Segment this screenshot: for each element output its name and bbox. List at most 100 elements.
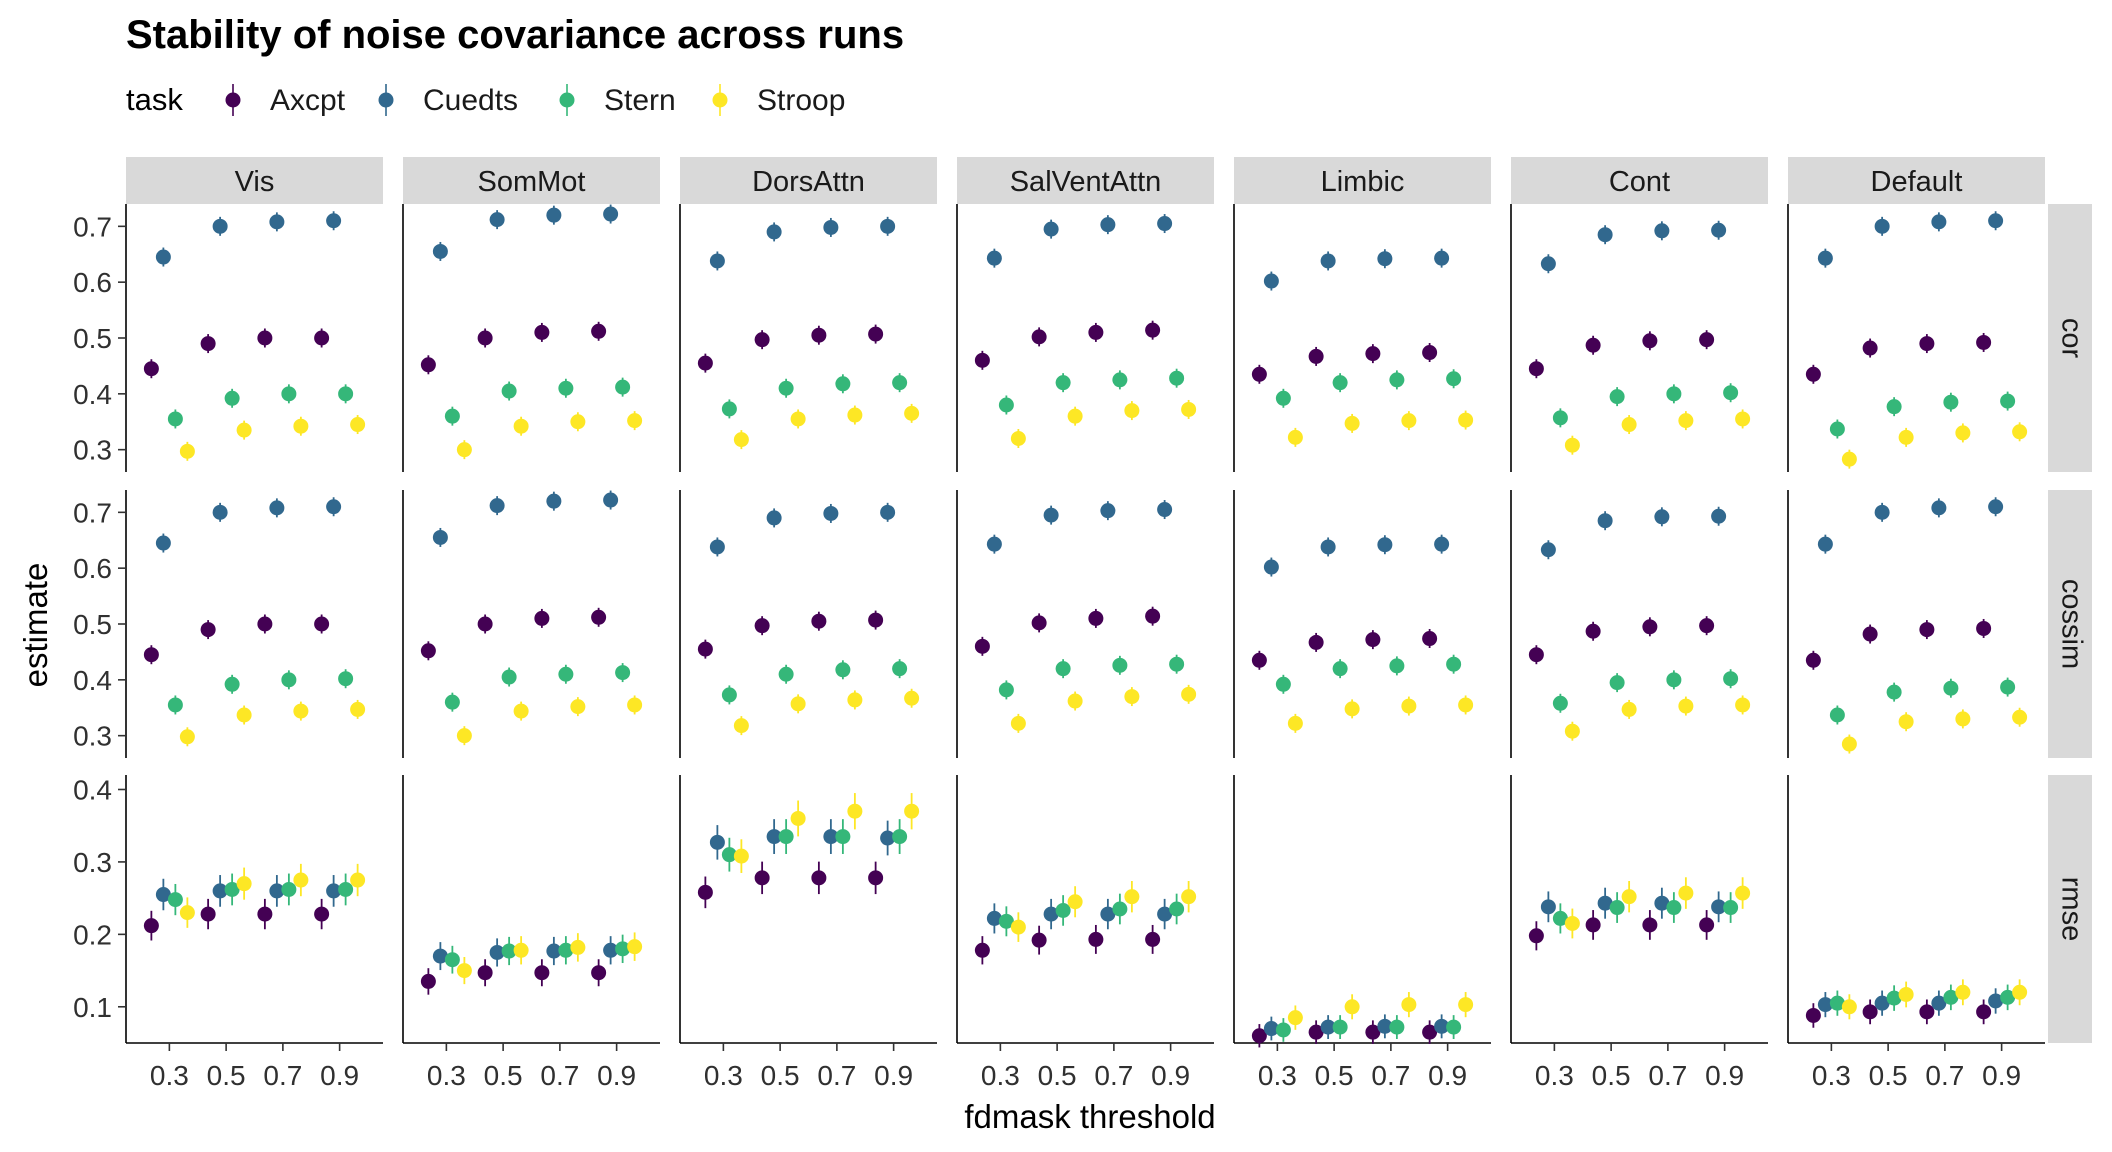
panel-cossim-limbic [1233,490,1474,758]
point-stern [1389,372,1405,388]
point-axcpt [257,616,273,632]
point-stroop [179,905,195,921]
strip-label: cor [2055,318,2087,359]
point-stern [501,669,517,685]
point-axcpt [1422,631,1438,647]
point-stroop [236,422,252,438]
point-cuedts [1100,503,1116,519]
point-cuedts [986,536,1002,552]
point-cuedts [766,224,782,240]
point-cuedts [155,535,171,551]
facet-strip-vis: Vis [126,157,383,204]
point-stroop [1564,437,1580,453]
point-stern [224,881,240,897]
point-axcpt [1585,917,1601,933]
panel-rmse-default: 0.3 0.5 0.7 0.9 [1787,775,2045,1091]
point-stroop [1955,711,1971,727]
point-axcpt [1251,1028,1267,1044]
point-axcpt [1699,332,1715,348]
facet-strip-salventattn: SalVentAttn [957,157,1214,204]
point-axcpt [1422,1024,1438,1040]
x-tick-label: 0.5 [1315,1060,1354,1091]
point-axcpt [754,870,770,886]
y-tick-label: 0.4 [73,379,112,410]
x-tick-label: 0.5 [207,1060,246,1091]
point-stroop [1287,429,1303,445]
y-tick-label: 0.2 [73,919,112,950]
point-cuedts [269,500,285,516]
panel-cor-sommot [402,204,643,472]
point-stroop [847,692,863,708]
legend-key-point [712,92,728,108]
point-cuedts [823,829,839,845]
strip-label: Vis [235,166,275,198]
point-stern [1609,389,1625,405]
point-stern [721,847,737,863]
point-stroop [2012,984,2028,1000]
point-stern [1666,900,1682,916]
strip-background [403,157,660,204]
point-cuedts [986,250,1002,266]
point-stroop [904,690,920,706]
x-tick-label: 0.9 [1982,1060,2021,1091]
panel-cor-limbic [1233,204,1474,472]
point-cuedts [1540,899,1556,915]
point-axcpt [1088,324,1104,340]
panel-cossim-default [1787,490,2028,758]
point-axcpt [200,622,216,638]
legend-entry-stern: Stern [559,84,676,117]
x-tick-label: 0.9 [1428,1060,1467,1091]
point-axcpt [314,616,330,632]
facet-strip-sommot: SomMot [403,157,660,204]
strip-label: Default [1871,166,1963,198]
point-stern [2000,989,2016,1005]
point-cuedts [1100,217,1116,233]
strip-label: DorsAttn [752,166,865,198]
point-axcpt [420,973,436,989]
point-stern [1943,680,1959,696]
point-stern [224,676,240,692]
point-cuedts [1988,993,2004,1009]
point-stern [444,694,460,710]
point-cuedts [986,910,1002,926]
point-stern [1886,684,1902,700]
point-stroop [1678,698,1694,714]
point-cuedts [1931,500,1947,516]
point-stroop [2012,709,2028,725]
strip-label: cossim [2055,579,2087,669]
point-stern [444,408,460,424]
legend-key-point [559,92,575,108]
point-stroop [1898,986,1914,1002]
point-stroop [236,876,252,892]
point-stroop [1124,403,1140,419]
point-stroop [1401,698,1417,714]
point-stern [281,672,297,688]
point-stern [615,665,631,681]
point-stroop [293,872,309,888]
point-stern [835,376,851,392]
point-cuedts [1711,899,1727,915]
point-axcpt [1862,626,1878,642]
point-stroop [627,413,643,429]
point-cuedts [1320,539,1336,555]
point-axcpt [868,870,884,886]
point-stern [444,952,460,968]
panel-rmse-salventattn: 0.3 0.5 0.7 0.9 [956,775,1214,1091]
point-axcpt [1365,632,1381,648]
point-cuedts [1711,508,1727,524]
point-stroop [513,703,529,719]
legend-entry-stroop: Stroop [712,84,845,117]
point-stroop [1344,999,1360,1015]
point-axcpt [811,613,827,629]
panel-cor-default [1787,204,2028,472]
point-cuedts [1263,1021,1279,1037]
point-cuedts [1540,256,1556,272]
point-cuedts [269,883,285,899]
point-stroop [456,963,472,979]
point-axcpt [1251,366,1267,382]
point-axcpt [1308,634,1324,650]
panel-cossim-cont [1510,490,1751,758]
point-stroop [1344,701,1360,717]
point-axcpt [1805,652,1821,668]
y-tick-label: 0.1 [73,992,112,1023]
